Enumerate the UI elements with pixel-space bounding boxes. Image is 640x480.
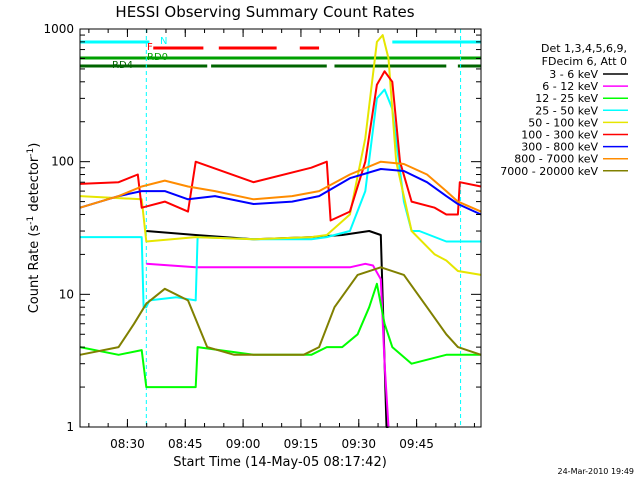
legend-label-4: 25 - 50 keV (535, 104, 598, 117)
legend-label-3: 12 - 25 keV (535, 92, 598, 105)
x-tick-label-2: 08:45 (168, 437, 203, 451)
series-line-5 (79, 34, 482, 276)
flag-label-f: F (147, 42, 153, 53)
y-axis-ticks: 1 10 100 1000 (43, 22, 481, 434)
legend-label-5: 50 - 100 keV (528, 116, 598, 129)
series-line-6 (79, 70, 482, 222)
legend-label-8: 800 - 7000 keV (514, 153, 598, 166)
flag-label-rd4: RD4 (112, 60, 133, 71)
y-tick-label-2: 10 (59, 287, 74, 301)
x-tick-label-5: 09:30 (341, 437, 376, 451)
legend-label-1: 3 - 6 keV (549, 68, 598, 81)
legend-label-2: 6 - 12 keV (542, 80, 598, 93)
plot-frame (79, 28, 482, 428)
series-line-9 (79, 266, 482, 356)
y-tick-label-3: 100 (51, 155, 74, 169)
legend-label-9: 7000 - 20000 keV (500, 165, 598, 178)
legend-label-7: 300 - 800 keV (521, 141, 598, 154)
y-axis-label: Count Rate (s-1 detector-1) (26, 143, 42, 314)
series-line-7 (79, 168, 482, 216)
series-line-8 (79, 160, 482, 213)
x-tick-label-6: 09:45 (399, 437, 434, 451)
flag-label-rd0: RD0 (147, 52, 168, 63)
footer-date: 24-Mar-2010 19:49 (558, 467, 635, 476)
legend-label-6: 100 - 300 keV (521, 129, 598, 142)
legend: Det 1,3,4,5,6,9, FDecim 6, Att 0 3 - 6 k… (500, 42, 628, 178)
y-tick-label-1: 1 (66, 420, 74, 434)
y-tick-label-4: 1000 (43, 22, 74, 36)
x-axis-ticks: 08:30 08:45 09:00 09:15 09:30 09:45 (88, 29, 475, 451)
x-axis-label: Start Time (14-May-05 08:17:42) (173, 455, 387, 470)
series-line-3 (79, 282, 481, 389)
chart-title: HESSI Observing Summary Count Rates (115, 3, 414, 21)
series-line-1 (146, 230, 389, 428)
series-line-2 (146, 262, 390, 428)
legend-header-line-2: FDecim 6, Att 0 (542, 55, 627, 68)
flag-label-n: N (160, 36, 167, 47)
reference-lines (145, 29, 462, 427)
x-tick-label-1: 08:30 (110, 437, 145, 451)
series-layer (79, 34, 482, 428)
x-tick-label-3: 09:00 (226, 437, 261, 451)
x-tick-label-4: 09:15 (284, 437, 319, 451)
legend-header-line-1: Det 1,3,4,5,6,9, (541, 42, 627, 55)
